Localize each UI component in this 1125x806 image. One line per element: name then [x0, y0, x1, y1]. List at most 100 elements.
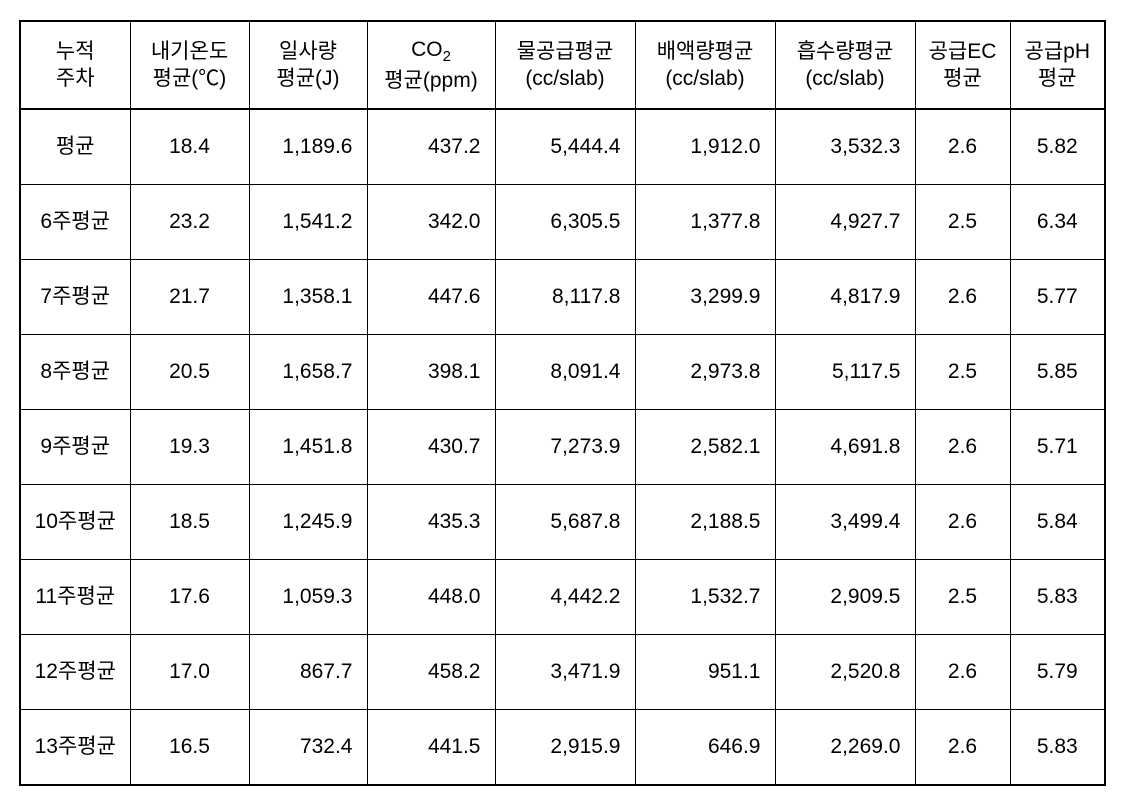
- table-cell: 6,305.5: [495, 185, 635, 260]
- table-cell: 8,091.4: [495, 335, 635, 410]
- column-header: 공급EC평균: [915, 21, 1010, 109]
- table-cell: 2,520.8: [775, 635, 915, 710]
- table-cell: 5.71: [1010, 410, 1105, 485]
- table-cell: 2.5: [915, 185, 1010, 260]
- table-cell: 5.82: [1010, 109, 1105, 185]
- table-cell: 5,117.5: [775, 335, 915, 410]
- column-header: 흡수량평균(cc/slab): [775, 21, 915, 109]
- table-cell: 12주평균: [20, 635, 130, 710]
- table-row: 6주평균23.21,541.2342.06,305.51,377.84,927.…: [20, 185, 1105, 260]
- table-cell: 18.4: [130, 109, 249, 185]
- table-cell: 441.5: [367, 710, 495, 786]
- table-row: 평균18.41,189.6437.25,444.41,912.03,532.32…: [20, 109, 1105, 185]
- table-cell: 10주평균: [20, 485, 130, 560]
- table-row: 8주평균20.51,658.7398.18,091.42,973.85,117.…: [20, 335, 1105, 410]
- table-cell: 2,973.8: [635, 335, 775, 410]
- column-header: 물공급평균(cc/slab): [495, 21, 635, 109]
- table-cell: 17.0: [130, 635, 249, 710]
- table-cell: 447.6: [367, 260, 495, 335]
- table-row: 10주평균18.51,245.9435.35,687.82,188.53,499…: [20, 485, 1105, 560]
- table-cell: 342.0: [367, 185, 495, 260]
- table-cell: 9주평균: [20, 410, 130, 485]
- table-cell: 4,691.8: [775, 410, 915, 485]
- table-row: 9주평균19.31,451.8430.77,273.92,582.14,691.…: [20, 410, 1105, 485]
- table-cell: 21.7: [130, 260, 249, 335]
- table-cell: 5.83: [1010, 710, 1105, 786]
- table-cell: 23.2: [130, 185, 249, 260]
- table-cell: 13주평균: [20, 710, 130, 786]
- table-cell: 6.34: [1010, 185, 1105, 260]
- table-cell: 3,532.3: [775, 109, 915, 185]
- table-cell: 2,269.0: [775, 710, 915, 786]
- table-cell: 2.6: [915, 260, 1010, 335]
- table-cell: 398.1: [367, 335, 495, 410]
- table-cell: 8주평균: [20, 335, 130, 410]
- column-header: 공급pH평균: [1010, 21, 1105, 109]
- table-cell: 17.6: [130, 560, 249, 635]
- table-cell: 16.5: [130, 710, 249, 786]
- table-cell: 1,912.0: [635, 109, 775, 185]
- table-cell: 3,471.9: [495, 635, 635, 710]
- table-cell: 951.1: [635, 635, 775, 710]
- table-cell: 5,444.4: [495, 109, 635, 185]
- table-row: 11주평균17.61,059.3448.04,442.21,532.72,909…: [20, 560, 1105, 635]
- table-cell: 1,358.1: [249, 260, 367, 335]
- table-cell: 2.6: [915, 485, 1010, 560]
- table-cell: 5,687.8: [495, 485, 635, 560]
- table-cell: 7,273.9: [495, 410, 635, 485]
- table-cell: 5.79: [1010, 635, 1105, 710]
- table-cell: 평균: [20, 109, 130, 185]
- column-header: 누적주차: [20, 21, 130, 109]
- table-cell: 430.7: [367, 410, 495, 485]
- column-header: 일사량평균(J): [249, 21, 367, 109]
- table-cell: 4,817.9: [775, 260, 915, 335]
- table-cell: 2,582.1: [635, 410, 775, 485]
- table-cell: 2.6: [915, 410, 1010, 485]
- table-cell: 7주평균: [20, 260, 130, 335]
- table-cell: 435.3: [367, 485, 495, 560]
- table-cell: 437.2: [367, 109, 495, 185]
- table-cell: 1,541.2: [249, 185, 367, 260]
- table-cell: 19.3: [130, 410, 249, 485]
- table-cell: 5.84: [1010, 485, 1105, 560]
- column-header: 내기온도평균(℃): [130, 21, 249, 109]
- table-cell: 4,927.7: [775, 185, 915, 260]
- table-cell: 1,377.8: [635, 185, 775, 260]
- table-cell: 1,245.9: [249, 485, 367, 560]
- table-cell: 1,059.3: [249, 560, 367, 635]
- table-cell: 4,442.2: [495, 560, 635, 635]
- table-cell: 8,117.8: [495, 260, 635, 335]
- table-cell: 1,658.7: [249, 335, 367, 410]
- table-cell: 2.6: [915, 635, 1010, 710]
- table-cell: 2,188.5: [635, 485, 775, 560]
- table-cell: 458.2: [367, 635, 495, 710]
- table-cell: 20.5: [130, 335, 249, 410]
- table-cell: 732.4: [249, 710, 367, 786]
- table-cell: 448.0: [367, 560, 495, 635]
- table-cell: 2.6: [915, 109, 1010, 185]
- table-row: 13주평균16.5732.4441.52,915.9646.92,269.02.…: [20, 710, 1105, 786]
- table-cell: 2.5: [915, 560, 1010, 635]
- table-cell: 5.85: [1010, 335, 1105, 410]
- table-row: 7주평균21.71,358.1447.68,117.83,299.94,817.…: [20, 260, 1105, 335]
- table-cell: 2,915.9: [495, 710, 635, 786]
- table-cell: 867.7: [249, 635, 367, 710]
- table-body: 평균18.41,189.6437.25,444.41,912.03,532.32…: [20, 109, 1105, 785]
- table-header-row: 누적주차내기온도평균(℃)일사량평균(J)CO2평균(ppm)물공급평균(cc/…: [20, 21, 1105, 109]
- table-cell: 11주평균: [20, 560, 130, 635]
- table-cell: 1,451.8: [249, 410, 367, 485]
- table-cell: 2.5: [915, 335, 1010, 410]
- table-row: 12주평균17.0867.7458.23,471.9951.12,520.82.…: [20, 635, 1105, 710]
- table-cell: 5.77: [1010, 260, 1105, 335]
- table-cell: 6주평균: [20, 185, 130, 260]
- column-header: CO2평균(ppm): [367, 21, 495, 109]
- column-header: 배액량평균(cc/slab): [635, 21, 775, 109]
- table-cell: 5.83: [1010, 560, 1105, 635]
- table-cell: 3,299.9: [635, 260, 775, 335]
- table-cell: 2,909.5: [775, 560, 915, 635]
- table-cell: 18.5: [130, 485, 249, 560]
- data-table: 누적주차내기온도평균(℃)일사량평균(J)CO2평균(ppm)물공급평균(cc/…: [19, 20, 1106, 786]
- table-cell: 646.9: [635, 710, 775, 786]
- table-cell: 1,532.7: [635, 560, 775, 635]
- table-cell: 1,189.6: [249, 109, 367, 185]
